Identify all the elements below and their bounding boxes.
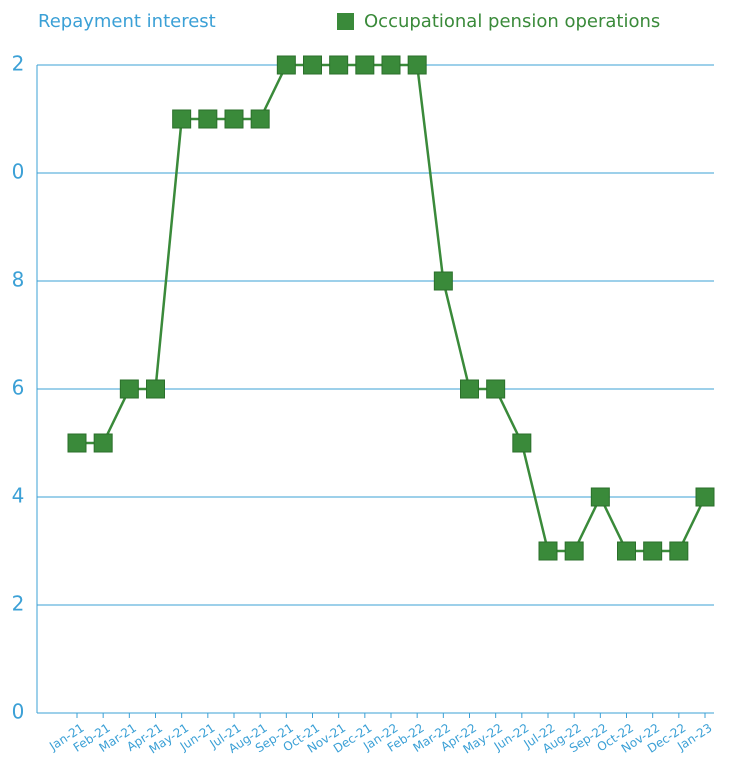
data-marker xyxy=(224,109,244,129)
data-line xyxy=(77,63,707,553)
data-marker xyxy=(407,55,427,75)
data-marker xyxy=(198,109,218,129)
data-marker xyxy=(119,379,139,399)
y-tick-label: 2 xyxy=(12,592,25,616)
data-marker xyxy=(669,541,689,561)
data-marker xyxy=(172,109,192,129)
chart-title: Repayment interest xyxy=(38,11,216,32)
data-marker xyxy=(146,379,165,399)
data-marker xyxy=(67,433,87,453)
data-marker xyxy=(93,433,113,453)
legend-swatch xyxy=(337,13,354,30)
data-marker xyxy=(486,379,506,399)
data-marker xyxy=(643,541,663,561)
y-tick-label: 2 xyxy=(12,52,25,76)
data-marker xyxy=(381,55,401,75)
data-marker xyxy=(276,55,296,75)
data-marker xyxy=(538,541,558,561)
data-marker xyxy=(355,55,375,75)
data-marker xyxy=(303,55,322,75)
data-marker xyxy=(590,487,610,507)
data-marker xyxy=(250,109,270,129)
data-marker xyxy=(564,541,584,561)
data-marker xyxy=(460,379,479,399)
data-marker xyxy=(512,433,532,453)
y-tick-label: 6 xyxy=(12,376,25,400)
data-marker xyxy=(433,271,453,291)
y-tick-label: 4 xyxy=(12,484,25,508)
y-tick-label: 0 xyxy=(12,700,25,724)
data-marker xyxy=(329,55,349,75)
data-marker xyxy=(695,487,715,507)
legend-label: Occupational pension operations xyxy=(364,11,660,32)
y-tick-label: 8 xyxy=(12,268,25,292)
y-tick-label: 0 xyxy=(12,160,25,184)
data-marker xyxy=(617,541,636,561)
